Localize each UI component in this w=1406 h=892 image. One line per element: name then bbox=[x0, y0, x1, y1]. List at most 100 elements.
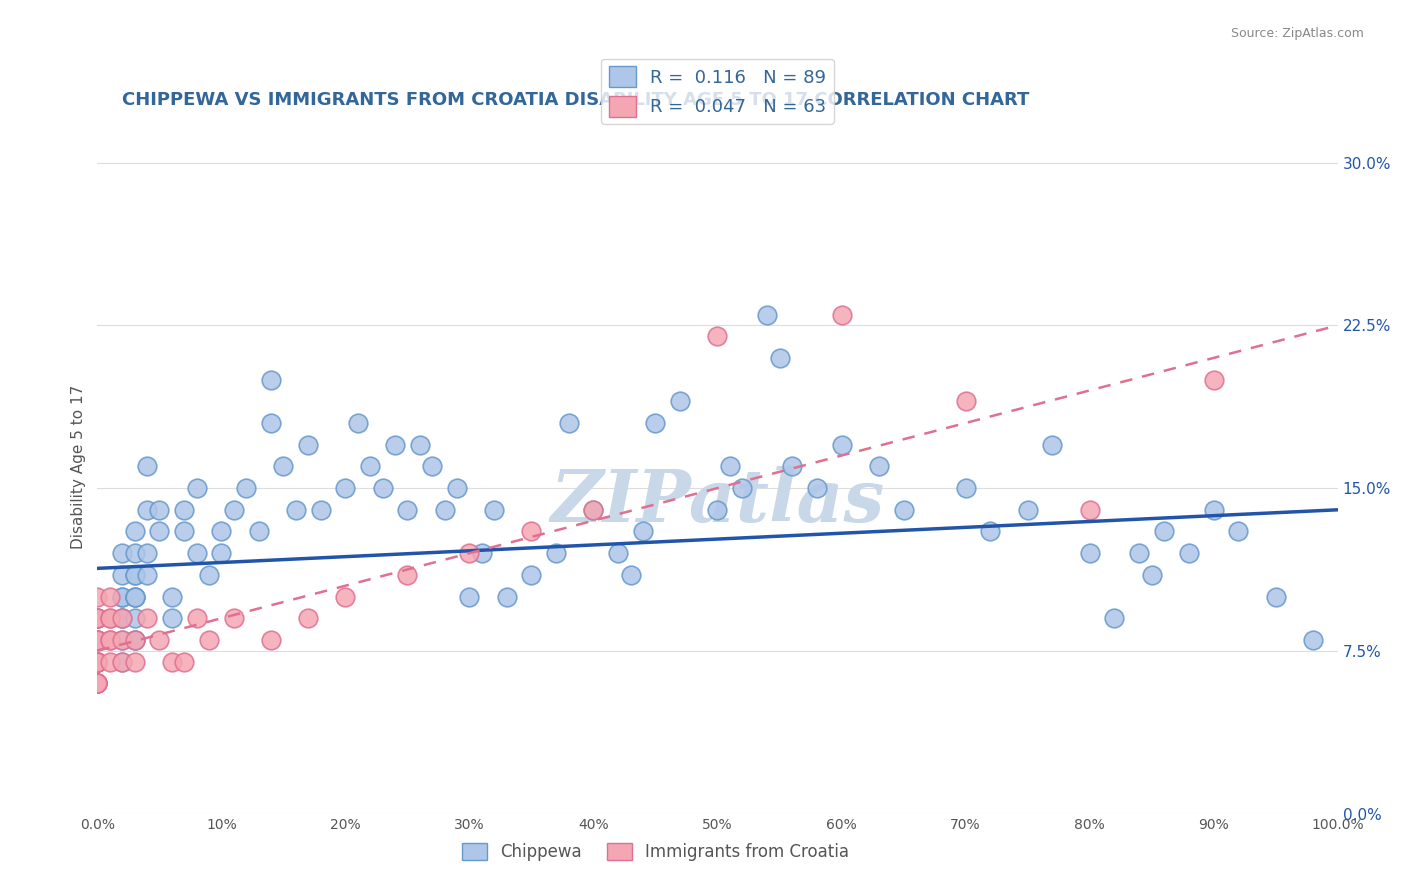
Point bbox=[235, 481, 257, 495]
Point bbox=[335, 481, 357, 495]
Point bbox=[831, 308, 853, 322]
Point bbox=[1140, 567, 1163, 582]
Point bbox=[86, 676, 108, 690]
Point bbox=[86, 632, 108, 647]
Point bbox=[111, 655, 134, 669]
Point bbox=[247, 524, 270, 539]
Point bbox=[1202, 503, 1225, 517]
Point bbox=[86, 632, 108, 647]
Point bbox=[86, 676, 108, 690]
Point bbox=[198, 632, 221, 647]
Point bbox=[384, 438, 406, 452]
Point bbox=[86, 655, 108, 669]
Point bbox=[111, 590, 134, 604]
Point bbox=[1153, 524, 1175, 539]
Point bbox=[955, 394, 977, 409]
Point bbox=[260, 373, 283, 387]
Point bbox=[446, 481, 468, 495]
Y-axis label: Disability Age 5 to 17: Disability Age 5 to 17 bbox=[72, 384, 86, 549]
Point bbox=[284, 503, 307, 517]
Point bbox=[124, 590, 146, 604]
Point bbox=[222, 503, 245, 517]
Point bbox=[86, 676, 108, 690]
Point bbox=[260, 632, 283, 647]
Point bbox=[396, 567, 419, 582]
Point bbox=[359, 459, 381, 474]
Point bbox=[86, 655, 108, 669]
Point bbox=[124, 655, 146, 669]
Point bbox=[768, 351, 790, 365]
Point bbox=[160, 655, 183, 669]
Point bbox=[86, 632, 108, 647]
Point bbox=[98, 632, 121, 647]
Point bbox=[731, 481, 754, 495]
Point bbox=[86, 611, 108, 625]
Point bbox=[209, 524, 232, 539]
Point bbox=[433, 503, 456, 517]
Point bbox=[86, 590, 108, 604]
Point bbox=[546, 546, 568, 560]
Point bbox=[86, 632, 108, 647]
Point bbox=[273, 459, 295, 474]
Point bbox=[1040, 438, 1063, 452]
Point bbox=[868, 459, 890, 474]
Point bbox=[471, 546, 494, 560]
Point bbox=[780, 459, 803, 474]
Point bbox=[582, 503, 605, 517]
Point bbox=[98, 632, 121, 647]
Point bbox=[173, 503, 195, 517]
Point bbox=[1302, 632, 1324, 647]
Point bbox=[86, 611, 108, 625]
Point bbox=[297, 611, 319, 625]
Point bbox=[160, 611, 183, 625]
Point bbox=[86, 611, 108, 625]
Point bbox=[186, 611, 208, 625]
Text: ZIPatlas: ZIPatlas bbox=[550, 466, 884, 537]
Point bbox=[1078, 503, 1101, 517]
Point bbox=[111, 632, 134, 647]
Point bbox=[1178, 546, 1201, 560]
Point bbox=[124, 567, 146, 582]
Point bbox=[582, 503, 605, 517]
Point bbox=[148, 632, 170, 647]
Point bbox=[297, 438, 319, 452]
Point bbox=[136, 611, 159, 625]
Point bbox=[111, 611, 134, 625]
Point bbox=[955, 481, 977, 495]
Point bbox=[1128, 546, 1150, 560]
Point bbox=[98, 655, 121, 669]
Point bbox=[86, 611, 108, 625]
Point bbox=[644, 416, 666, 430]
Point bbox=[173, 655, 195, 669]
Point bbox=[86, 632, 108, 647]
Point bbox=[86, 655, 108, 669]
Point bbox=[1104, 611, 1126, 625]
Point bbox=[111, 590, 134, 604]
Point bbox=[718, 459, 741, 474]
Point bbox=[86, 632, 108, 647]
Point bbox=[520, 524, 543, 539]
Point bbox=[1017, 503, 1039, 517]
Point bbox=[420, 459, 443, 474]
Point bbox=[346, 416, 368, 430]
Point bbox=[209, 546, 232, 560]
Point bbox=[335, 590, 357, 604]
Point bbox=[124, 632, 146, 647]
Point bbox=[124, 590, 146, 604]
Point bbox=[111, 611, 134, 625]
Point bbox=[98, 611, 121, 625]
Point bbox=[160, 590, 183, 604]
Point bbox=[198, 567, 221, 582]
Point bbox=[86, 676, 108, 690]
Point bbox=[86, 676, 108, 690]
Point bbox=[111, 546, 134, 560]
Point bbox=[124, 590, 146, 604]
Point bbox=[409, 438, 432, 452]
Point bbox=[706, 503, 728, 517]
Point bbox=[260, 416, 283, 430]
Text: CHIPPEWA VS IMMIGRANTS FROM CROATIA DISABILITY AGE 5 TO 17 CORRELATION CHART: CHIPPEWA VS IMMIGRANTS FROM CROATIA DISA… bbox=[122, 91, 1029, 110]
Point bbox=[124, 567, 146, 582]
Point bbox=[124, 546, 146, 560]
Point bbox=[186, 481, 208, 495]
Point bbox=[124, 632, 146, 647]
